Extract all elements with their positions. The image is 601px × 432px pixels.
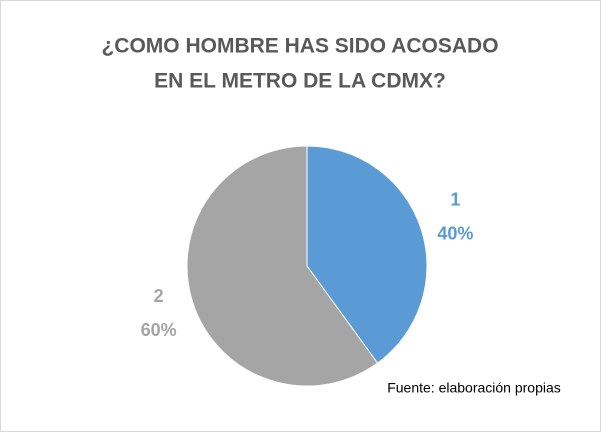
data-label-value: 40% (437, 224, 473, 244)
pie-slice (306, 145, 428, 364)
data-label-category: 1 (450, 190, 460, 210)
pie-slice (186, 145, 379, 387)
chart-title: ¿COMO HOMBRE HAS SIDO ACOSADO (101, 35, 498, 58)
annotation: Fuente: elaboración propias (387, 380, 561, 396)
data-label-category: 2 (154, 286, 164, 306)
chart-title: EN EL METRO DE LA CDMX? (154, 70, 446, 93)
data-label-value: 60% (141, 320, 177, 340)
